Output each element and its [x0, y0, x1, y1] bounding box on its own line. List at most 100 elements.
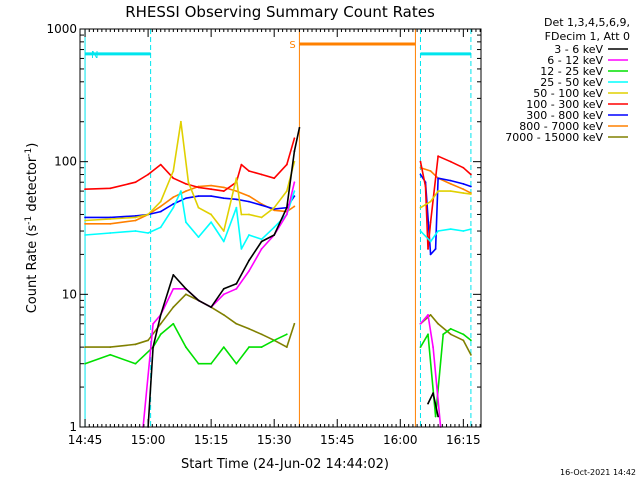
data-point-6-to-12-kev — [285, 213, 288, 216]
data-point-7000-to-15000-kev — [462, 339, 465, 342]
data-point-12-to-25-kev — [434, 415, 437, 418]
x-tick-label: 16:15 — [446, 433, 481, 447]
data-point-7000-to-15000-kev — [293, 322, 296, 325]
legend-label: 100 - 300 keV — [526, 98, 603, 111]
data-point-3-to-6-kev — [197, 299, 200, 302]
data-point-25-to-50-kev — [134, 230, 137, 232]
data-point-300-to-800-kev — [419, 173, 422, 176]
data-point-50-to-100-kev — [134, 216, 137, 219]
data-point-50-to-100-kev — [273, 206, 276, 209]
y-tick-label: 1 — [69, 420, 77, 434]
data-point-50-to-100-kev — [197, 206, 200, 209]
data-point-100-to-300-kev — [210, 188, 213, 191]
data-point-300-to-800-kev — [134, 215, 137, 217]
x-tick-label: 15:15 — [194, 433, 229, 447]
series-line-100-to-300-kev-2 — [419, 155, 472, 250]
data-point-7000-to-15000-kev — [429, 313, 432, 316]
data-point-3-to-6-kev — [248, 259, 250, 262]
data-point-300-to-800-kev — [462, 182, 465, 185]
data-point-300-to-800-kev — [260, 204, 263, 207]
data-point-50-to-100-kev — [84, 219, 86, 222]
legend-label: 50 - 100 keV — [533, 87, 603, 100]
data-point-12-to-25-kev — [109, 353, 112, 356]
data-point-7000-to-15000-kev — [285, 346, 288, 349]
data-point-800-to-7000-kev — [84, 222, 86, 225]
data-point-100-to-300-kev — [293, 137, 296, 140]
data-point-800-to-7000-kev — [185, 190, 187, 192]
data-point-25-to-50-kev — [240, 248, 243, 250]
x-tick-label: 16:00 — [383, 433, 418, 447]
data-point-3-to-6-kev — [273, 234, 276, 236]
y-tick-label: 100 — [54, 155, 77, 169]
data-point-3-to-6-kev — [185, 287, 187, 290]
data-point-25-to-50-kev — [172, 206, 175, 209]
data-point-12-to-25-kev — [442, 333, 445, 336]
data-point-50-to-100-kev — [109, 218, 112, 220]
x-tick-label: 15:45 — [320, 433, 355, 447]
data-point-50-to-100-kev — [187, 181, 190, 184]
data-point-300-to-800-kev — [429, 253, 432, 256]
data-point-6-to-12-kev — [152, 322, 155, 325]
data-point-12-to-25-kev — [427, 333, 429, 336]
data-point-50-to-100-kev — [419, 206, 422, 209]
data-point-3-to-6-kev — [152, 346, 155, 349]
data-point-300-to-800-kev — [470, 185, 472, 188]
data-point-300-to-800-kev — [84, 216, 86, 219]
data-point-7000-to-15000-kev — [260, 333, 263, 336]
data-point-800-to-7000-kev — [222, 186, 225, 189]
data-point-50-to-100-kev — [285, 190, 288, 192]
series-line-50-to-100-kev-2 — [420, 190, 472, 209]
data-point-25-to-50-kev — [222, 240, 225, 243]
data-point-50-to-100-kev — [147, 213, 149, 216]
data-point-12-to-25-kev — [185, 346, 187, 349]
data-point-25-to-50-kev — [437, 230, 440, 232]
data-point-800-to-7000-kev — [172, 196, 175, 199]
data-point-7000-to-15000-kev — [159, 322, 162, 325]
data-point-3-to-6-kev — [437, 415, 440, 418]
data-point-50-to-100-kev — [172, 170, 175, 172]
data-point-100-to-300-kev — [248, 170, 250, 172]
data-point-7000-to-15000-kev — [147, 339, 149, 342]
series-line-50-to-100-kev-1 — [84, 120, 296, 232]
data-point-12-to-25-kev — [222, 346, 225, 349]
flag-night-label: N — [91, 50, 98, 61]
data-point-800-to-7000-kev — [429, 170, 432, 172]
data-point-3-to-6-kev — [210, 306, 213, 309]
data-point-50-to-100-kev — [240, 213, 243, 216]
data-point-25-to-50-kev — [293, 190, 296, 192]
data-point-800-to-7000-kev — [273, 209, 276, 212]
data-point-12-to-25-kev — [260, 346, 263, 349]
data-point-25-to-50-kev — [185, 221, 187, 224]
data-point-100-to-300-kev — [470, 173, 472, 176]
data-point-800-to-7000-kev — [109, 222, 112, 225]
legend-header-line-2: FDecim 1, Att 0 — [545, 30, 630, 43]
data-point-50-to-100-kev — [293, 160, 296, 163]
data-point-800-to-7000-kev — [462, 188, 465, 191]
data-point-3-to-6-kev — [298, 126, 301, 129]
data-point-800-to-7000-kev — [293, 205, 296, 208]
legend-label: 300 - 800 keV — [526, 109, 603, 122]
data-point-800-to-7000-kev — [210, 184, 213, 187]
data-point-50-to-100-kev — [260, 216, 263, 219]
series-line-800-to-7000-kev-2 — [420, 166, 472, 194]
data-point-100-to-300-kev — [172, 177, 175, 180]
series-group — [84, 120, 472, 428]
data-point-25-to-50-kev — [235, 206, 238, 209]
y-tick-label: 1000 — [46, 22, 77, 36]
data-point-25-to-50-kev — [273, 226, 276, 229]
y-tick-label: 10 — [62, 287, 77, 301]
data-point-25-to-50-kev — [179, 190, 182, 192]
data-point-100-to-300-kev — [240, 163, 243, 166]
x-tick-label: 14:45 — [68, 433, 103, 447]
data-point-7000-to-15000-kev — [235, 322, 238, 325]
legend: Det 1,3,4,5,6,9, FDecim 1, Att 0 3 - 6 k… — [505, 16, 630, 144]
data-point-300-to-800-kev — [235, 198, 238, 201]
data-point-50-to-100-kev — [437, 190, 440, 192]
data-point-6-to-12-kev — [172, 287, 175, 290]
data-point-3-to-6-kev — [222, 287, 225, 290]
data-point-100-to-300-kev — [273, 177, 276, 180]
data-point-25-to-50-kev — [109, 232, 112, 234]
data-point-7000-to-15000-kev — [172, 306, 175, 309]
data-point-100-to-300-kev — [427, 248, 429, 250]
